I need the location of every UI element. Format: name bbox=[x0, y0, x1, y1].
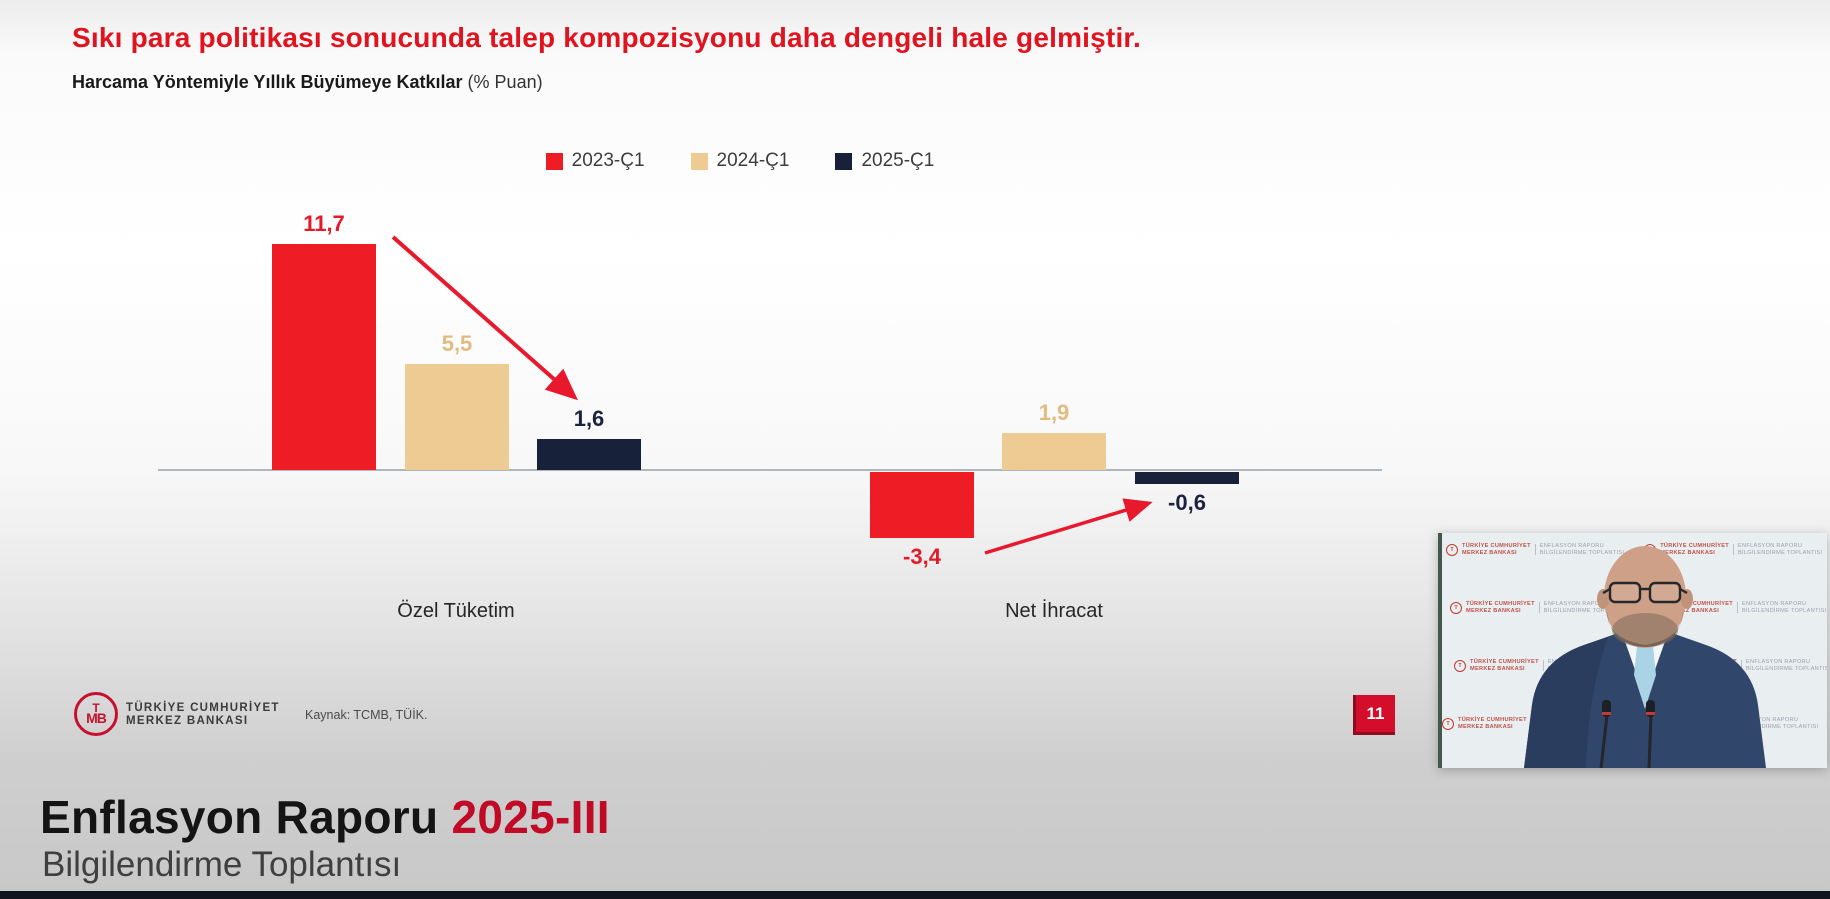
backdrop-divider bbox=[1737, 602, 1738, 614]
legend-item-2023-Ç1: 2023-Ç1 bbox=[545, 150, 645, 172]
backdrop-tcmb-logo-icon: T bbox=[1446, 543, 1458, 556]
page-number-badge: 11 bbox=[1353, 695, 1395, 735]
backdrop-divider bbox=[1534, 544, 1536, 556]
legend-item-2024-Ç1: 2024-Ç1 bbox=[690, 150, 790, 172]
tcmb-logo-icon: T MB bbox=[74, 692, 118, 736]
bottom-bar bbox=[0, 891, 1830, 899]
backdrop-divider bbox=[1733, 544, 1734, 556]
report-subtitle: Bilgilendirme Toplantısı bbox=[42, 845, 402, 884]
backdrop-tcmb-logo-icon: T bbox=[1450, 601, 1462, 614]
bank-name-line2: MERKEZ BANKASI bbox=[126, 715, 249, 728]
tcmb-logo-letter-t: T bbox=[92, 700, 100, 715]
speaker-glasses-temple-left bbox=[1602, 588, 1611, 594]
report-title-black: Enflasyon Raporu bbox=[40, 791, 452, 843]
bank-name: TÜRKİYE CUMHURİYET MERKEZ BANKASI bbox=[126, 702, 280, 728]
backdrop-divider bbox=[1542, 660, 1544, 672]
source-note: Kaynak: TCMB, TÜİK. bbox=[305, 708, 428, 722]
rise-arrow bbox=[984, 498, 1153, 555]
microphone-right-band bbox=[1646, 712, 1655, 715]
speaker-glasses-temple-right bbox=[1679, 588, 1688, 594]
speaker-suit-shadow bbox=[1524, 637, 1608, 768]
bank-name-line1: TÜRKİYE CUMHURİYET bbox=[126, 702, 280, 714]
chart-subtitle: Harcama Yöntemiyle Yıllık Büyümeye Katkı… bbox=[72, 72, 543, 93]
microphone-right-stem bbox=[1647, 714, 1653, 768]
speaker-video-overlay[interactable]: T TÜRKİYE CUMHURİYET MERKEZ BANKASI ENFLASY… bbox=[1438, 533, 1827, 768]
tcmb-logo-letters-mb: MB bbox=[86, 710, 107, 727]
speaker bbox=[1524, 546, 1766, 768]
speaker-glasses-left-lens bbox=[1608, 581, 1642, 604]
backdrop-tcmb-logo-icon: T bbox=[1454, 659, 1466, 672]
legend-item-2025-Ç1: 2025-Ç1 bbox=[835, 150, 934, 172]
legend-swatch bbox=[690, 152, 708, 170]
legend-swatch bbox=[835, 152, 853, 170]
report-title-red: 2025-III bbox=[451, 791, 610, 843]
legend-label: 2025-Ç1 bbox=[861, 150, 935, 171]
legend-swatch bbox=[545, 152, 563, 170]
legend-label: 2023-Ç1 bbox=[571, 150, 645, 171]
backdrop-tcmb-logo-icon: T bbox=[1442, 717, 1454, 730]
decline-arrow bbox=[391, 235, 578, 401]
speaker-beard-fill bbox=[1612, 613, 1678, 647]
speaker-tie bbox=[1634, 636, 1656, 709]
chart-legend: 2023-Ç1 2024-Ç1 2025-Ç1 bbox=[160, 150, 1320, 172]
video-left-edge bbox=[1438, 533, 1442, 768]
backdrop-divider bbox=[1538, 602, 1540, 614]
chart-subtitle-unit-text: (% Puan) bbox=[467, 72, 543, 92]
chart-subtitle-main: Harcama Yöntemiyle Yıllık Büyümeye Katkı… bbox=[72, 72, 463, 92]
microphone-left-band bbox=[1602, 712, 1611, 715]
speaker-glasses-right-lens bbox=[1648, 581, 1682, 604]
legend-label: 2024-Ç1 bbox=[716, 150, 790, 171]
x-axis-line bbox=[158, 469, 1382, 471]
speaker-ear-left bbox=[1597, 589, 1609, 609]
slide-title: Sıkı para politikası sonucunda talep kom… bbox=[72, 22, 1141, 53]
microphone-left-stem bbox=[1599, 714, 1609, 768]
backdrop-divider bbox=[1741, 660, 1742, 672]
report-title: Enflasyon Raporu 2025-III bbox=[40, 790, 610, 844]
speaker-ear-right bbox=[1681, 589, 1693, 609]
